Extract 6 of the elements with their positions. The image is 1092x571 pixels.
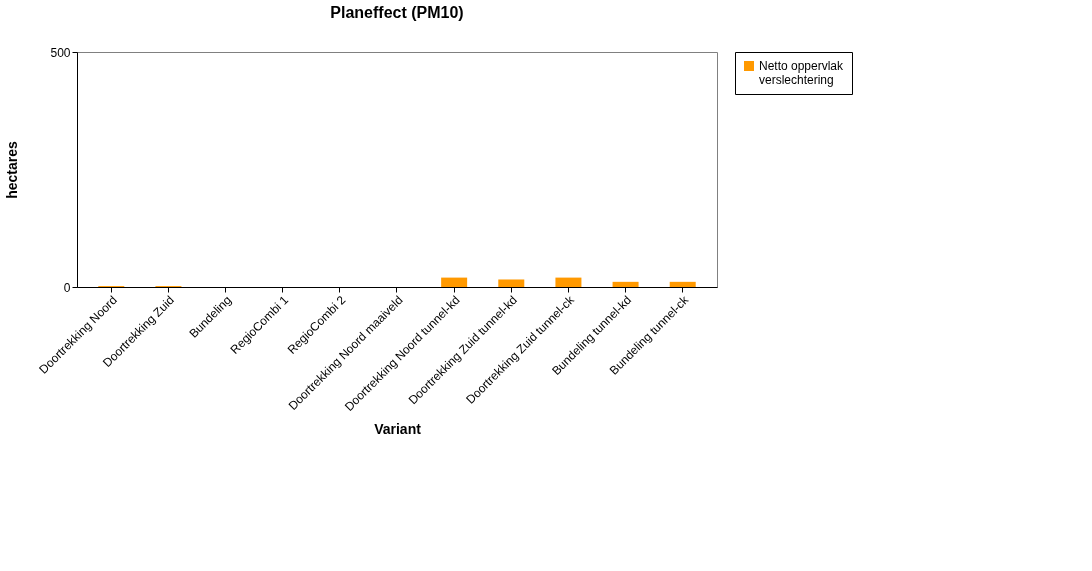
- y-tick-label: 0: [63, 280, 71, 295]
- legend-label: Netto oppervlak verslechtering: [759, 59, 845, 87]
- y-axis-title: hectares: [4, 140, 21, 199]
- y-tick-label: 500: [50, 45, 71, 60]
- x-axis-title: Variant: [374, 421, 422, 438]
- chart-title: Planeffect (PM10): [330, 4, 464, 21]
